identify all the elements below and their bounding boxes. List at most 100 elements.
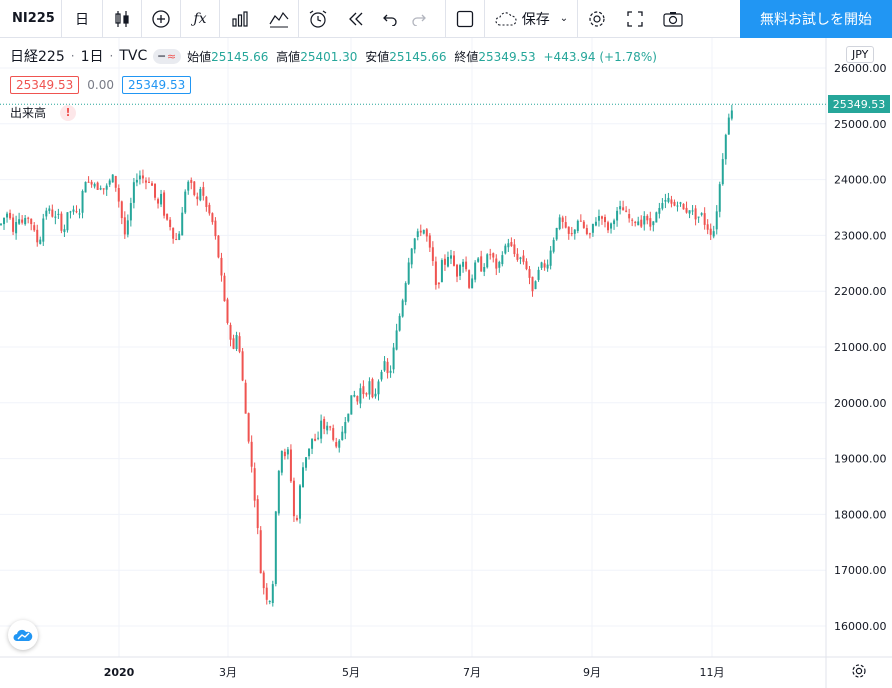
compare-button[interactable] [142,0,180,38]
candle-body [486,254,489,268]
candle-body [320,420,323,439]
high-value: 25401.30 [300,49,358,64]
candle-body [96,182,99,190]
candle-body [208,204,211,214]
symbol-search-button[interactable]: NI225 [0,0,62,38]
candle-body [39,239,42,244]
candle-body [3,217,6,225]
candle-body [217,235,220,258]
undo-button[interactable] [375,0,405,38]
candle-body [440,260,443,283]
candle-body [591,223,594,233]
gear-icon [589,10,605,27]
candle-body [0,223,2,225]
candle-body [573,229,576,234]
candle-body [45,210,48,217]
price-tick: 26000.00 [834,62,887,75]
buy-price-button[interactable]: 25349.53 [121,76,192,94]
candle-body [341,431,344,441]
snapshot-button[interactable] [654,0,692,38]
candle-body [564,222,567,228]
tradingview-logo[interactable] [8,620,38,650]
candle-body [289,449,292,482]
ohlc-values: 始値25145.66 高値25401.30 安値25145.66 終値25349… [187,48,657,65]
sell-price-button[interactable]: 25349.53 [10,76,80,94]
candle-body [84,181,87,193]
time-tick: 9月 [583,666,601,679]
candle-style-button[interactable] [103,0,141,38]
currency-badge[interactable]: JPY [846,46,875,63]
candle-body [640,219,643,227]
layout-button[interactable] [446,0,484,38]
price-axis[interactable]: 26000.00 25000.00 24000.00 23000.00 22000.00… [834,62,887,633]
candle-body [184,191,187,213]
candle-body [471,278,474,289]
candle-body [676,205,679,207]
candle-body [317,437,320,439]
candle-body [36,229,39,243]
candle-body [295,517,298,520]
toolbar-divider [141,0,142,38]
candle-body [413,238,416,250]
candle-body [202,187,205,196]
candle-body [371,379,374,398]
candle-body [558,217,561,229]
candle-body [54,216,57,218]
candle-body [552,239,555,252]
templates-button[interactable] [260,0,298,38]
market-status-pill[interactable]: ━ ≈ [153,48,182,64]
interval-button[interactable]: 日 [75,11,89,28]
candle-body [664,200,667,202]
candle-body [401,300,404,317]
series-name[interactable]: 日経225 [10,49,65,65]
candle-body [12,217,15,232]
save-button[interactable]: 保存 ⌄ [485,0,577,38]
fullscreen-button[interactable] [616,0,654,38]
candle-body [531,276,534,292]
series-source: TVC [119,48,148,64]
settings-button[interactable] [578,0,616,38]
candle-body [525,261,528,270]
add-symbol-icon [152,9,170,28]
volume-label[interactable]: 出来高 [10,106,47,120]
candle-body [492,253,495,258]
price-tick: 23000.00 [834,229,887,242]
candle-body [157,199,160,204]
candle-body [235,335,238,349]
candle-body [193,181,196,195]
warning-icon[interactable]: ! [60,104,77,121]
candle-body [468,270,471,288]
candle-body [377,381,380,395]
chart-settings-button[interactable] [850,662,868,684]
candle-body [667,197,670,202]
time-axis[interactable]: 2020 3月 5月 7月 9月 11月 [104,666,725,679]
candle-body [120,201,123,219]
toolbar-divider [577,0,578,38]
indicators-button[interactable]: ƒx [181,0,219,38]
candle-body [655,212,658,223]
candle-body [389,370,392,373]
candle-body [607,222,610,231]
price-chart[interactable]: 26000.00 25000.00 24000.00 23000.00 22000.00… [0,38,892,688]
candle-body [160,193,163,205]
time-tick: 3月 [219,666,237,679]
start-trial-button[interactable]: 無料お試しを開始 [740,0,892,38]
candle-body [449,255,452,259]
financials-button[interactable] [220,0,260,38]
candle-body [15,222,18,234]
candle-body [353,394,356,397]
replay-button[interactable] [337,0,375,38]
candle-body [443,258,446,265]
candle-body [262,572,265,589]
redo-button[interactable] [405,0,433,38]
alert-button[interactable] [299,0,337,38]
candle-body [154,183,157,198]
candle-body [682,203,685,210]
candle-body [42,218,45,242]
candle-body [302,467,304,488]
open-label: 始値 [187,49,212,64]
candle-body [138,175,141,180]
candle-body [628,214,631,219]
candle-body [144,180,147,183]
candle-body [274,511,277,584]
